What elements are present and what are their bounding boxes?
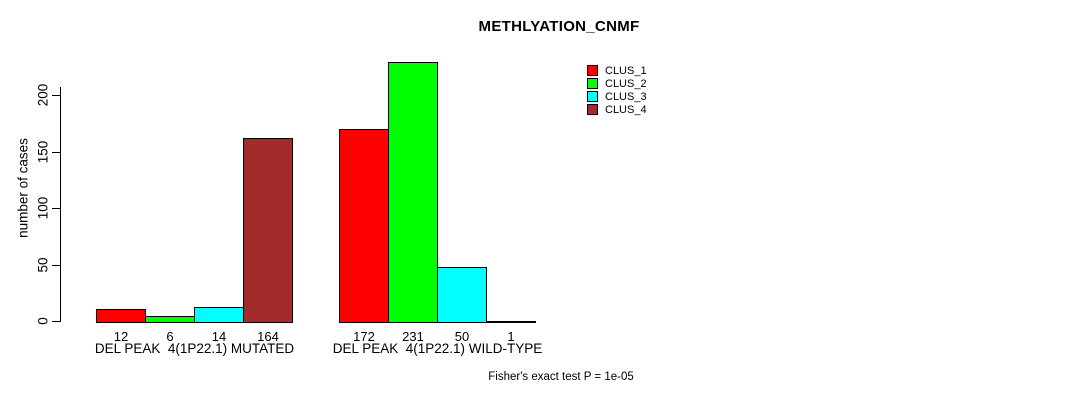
legend-item: CLUS_4 bbox=[587, 103, 647, 116]
bar-value-label: 50 bbox=[454, 329, 470, 344]
y-axis-title: number of cases bbox=[15, 138, 31, 238]
bar-clus_2 bbox=[388, 62, 438, 323]
y-axis-tick-label: 50 bbox=[35, 256, 51, 273]
x-axis-group-label: DEL PEAK 4(1P22.1) MUTATED bbox=[94, 341, 295, 356]
bar-value-label: 6 bbox=[166, 329, 174, 344]
y-axis-tick-label: 0 bbox=[35, 317, 51, 325]
y-axis-tick bbox=[52, 151, 60, 153]
legend-item: CLUS_1 bbox=[587, 64, 647, 77]
bar-clus_3 bbox=[437, 267, 487, 323]
bar-clus_3 bbox=[194, 307, 244, 323]
x-axis-group-label: DEL PEAK 4(1P22.1) WILD-TYPE bbox=[332, 341, 543, 356]
bar-value-label: 14 bbox=[211, 329, 227, 344]
bar-clus_2 bbox=[145, 316, 195, 323]
y-axis-tick bbox=[52, 321, 60, 322]
y-axis-tick-label: 200 bbox=[35, 83, 51, 107]
legend-label: CLUS_3 bbox=[605, 90, 647, 103]
bar-value-label: 1 bbox=[507, 329, 515, 344]
legend-item: CLUS_3 bbox=[587, 90, 647, 103]
fisher-test-annotation: Fisher's exact test P = 1e-05 bbox=[488, 371, 634, 383]
bar-value-label: 172 bbox=[353, 329, 375, 344]
legend-label: CLUS_2 bbox=[605, 77, 647, 90]
y-axis-tick-label: 150 bbox=[35, 140, 51, 163]
legend-label: CLUS_4 bbox=[605, 103, 647, 116]
bar-value-label: 231 bbox=[402, 329, 424, 344]
legend-swatch-clus_3 bbox=[587, 91, 598, 102]
bar-clus_1 bbox=[96, 309, 146, 323]
y-axis-line bbox=[60, 87, 61, 322]
bar-value-label: 164 bbox=[257, 329, 279, 344]
legend-swatch-clus_2 bbox=[587, 78, 598, 89]
chart-title: METHLYATION_CNMF bbox=[478, 18, 640, 35]
bar-clus_4 bbox=[486, 321, 536, 323]
legend-swatch-clus_4 bbox=[587, 104, 598, 115]
legend-label: CLUS_1 bbox=[605, 64, 647, 77]
bar-value-label: 12 bbox=[113, 329, 129, 344]
bar-clus_1 bbox=[339, 129, 389, 323]
legend-item: CLUS_2 bbox=[587, 77, 647, 90]
y-axis-tick bbox=[52, 264, 60, 266]
legend: CLUS_1 CLUS_2 CLUS_3 CLUS_4 bbox=[587, 64, 647, 116]
bar-clus_4 bbox=[243, 138, 293, 323]
y-axis-tick bbox=[52, 208, 60, 209]
y-axis-tick-label: 100 bbox=[35, 196, 51, 220]
legend-swatch-clus_1 bbox=[587, 65, 598, 76]
y-axis-tick bbox=[52, 95, 60, 96]
